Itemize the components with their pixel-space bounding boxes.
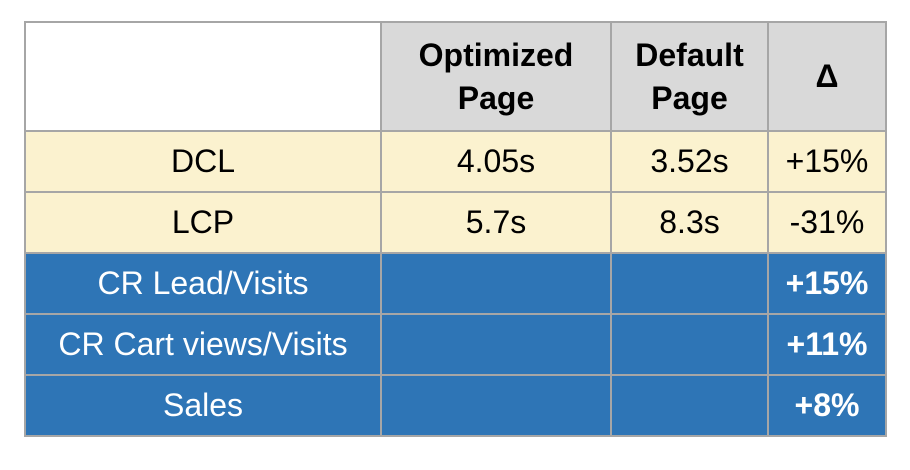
table-row-dcl: DCL 4.05s 3.52s +15% <box>24 130 887 193</box>
cell-default <box>610 374 769 437</box>
table-row-cr-cart-views-visits: CR Cart views/Visits +11% <box>24 313 887 376</box>
cell-delta: -31% <box>767 191 887 254</box>
cell-default <box>610 313 769 376</box>
header-corner-cell <box>24 21 382 132</box>
cell-optimized <box>380 313 612 376</box>
cell-default <box>610 252 769 315</box>
cell-default: 3.52s <box>610 130 769 193</box>
header-delta: Δ <box>767 21 887 132</box>
cell-optimized: 5.7s <box>380 191 612 254</box>
cell-delta: +11% <box>767 313 887 376</box>
row-label: LCP <box>24 191 382 254</box>
header-optimized-page: Optimized Page <box>380 21 612 132</box>
cell-delta: +15% <box>767 130 887 193</box>
row-label: Sales <box>24 374 382 437</box>
table-row-cr-lead-visits: CR Lead/Visits +15% <box>24 252 887 315</box>
row-label: CR Lead/Visits <box>24 252 382 315</box>
cell-optimized <box>380 252 612 315</box>
table-row-sales: Sales +8% <box>24 374 887 437</box>
table-row-lcp: LCP 5.7s 8.3s -31% <box>24 191 887 254</box>
cell-optimized: 4.05s <box>380 130 612 193</box>
row-label: CR Cart views/Visits <box>24 313 382 376</box>
cell-default: 8.3s <box>610 191 769 254</box>
cell-optimized <box>380 374 612 437</box>
cell-delta: +15% <box>767 252 887 315</box>
comparison-table: Optimized Page Default Page Δ DCL 4.05s … <box>24 21 887 437</box>
header-default-page: Default Page <box>610 21 769 132</box>
row-label: DCL <box>24 130 382 193</box>
header-row: Optimized Page Default Page Δ <box>24 21 887 132</box>
cell-delta: +8% <box>767 374 887 437</box>
